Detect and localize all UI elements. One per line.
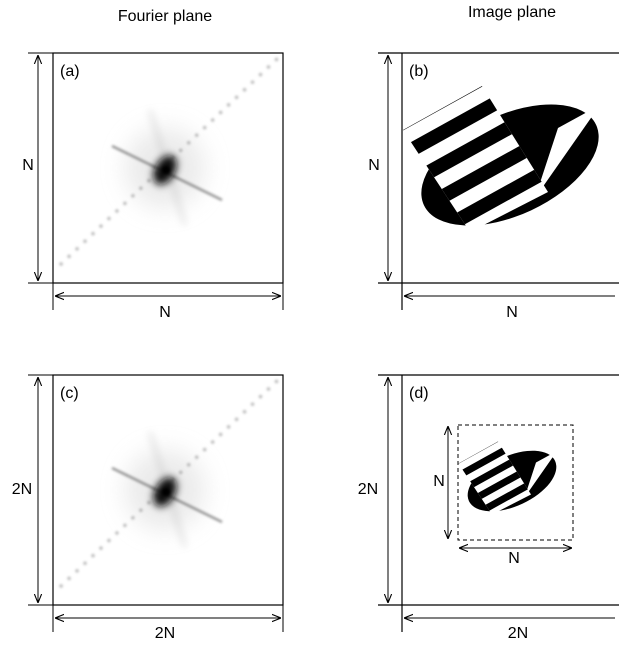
- panel-label: (c): [60, 385, 79, 402]
- panel-c: (c) 2N 2N: [12, 375, 283, 642]
- dimension-label: N: [433, 473, 445, 490]
- panel-label: (d): [409, 385, 429, 402]
- image-object: [350, 0, 619, 250]
- panel-b: (b) N N: [350, 0, 619, 321]
- dimension-label: N: [508, 550, 520, 567]
- dimension-label: 2N: [12, 481, 32, 498]
- panel-d: (d) 2N 2N N N: [358, 375, 619, 642]
- panel-label: (a): [60, 63, 80, 80]
- fourier-image: [60, 380, 278, 587]
- dimension-label: N: [368, 157, 380, 174]
- fourier-image: [60, 58, 278, 265]
- panel-a: (a) N N: [22, 53, 283, 321]
- dimension-label: N: [22, 157, 34, 174]
- dimension-label: N: [506, 304, 518, 321]
- dimension-label: 2N: [358, 481, 378, 498]
- dimension-label: 2N: [508, 625, 528, 642]
- column-title: Fourier plane: [118, 8, 212, 25]
- column-title: Image plane: [468, 4, 556, 21]
- image-object: [432, 382, 601, 524]
- dimension-label: 2N: [155, 625, 175, 642]
- dimension-label: N: [159, 304, 171, 321]
- panel-label: (b): [409, 63, 429, 80]
- figure: Fourier plane Image plane (a) N N (b) N …: [0, 0, 619, 645]
